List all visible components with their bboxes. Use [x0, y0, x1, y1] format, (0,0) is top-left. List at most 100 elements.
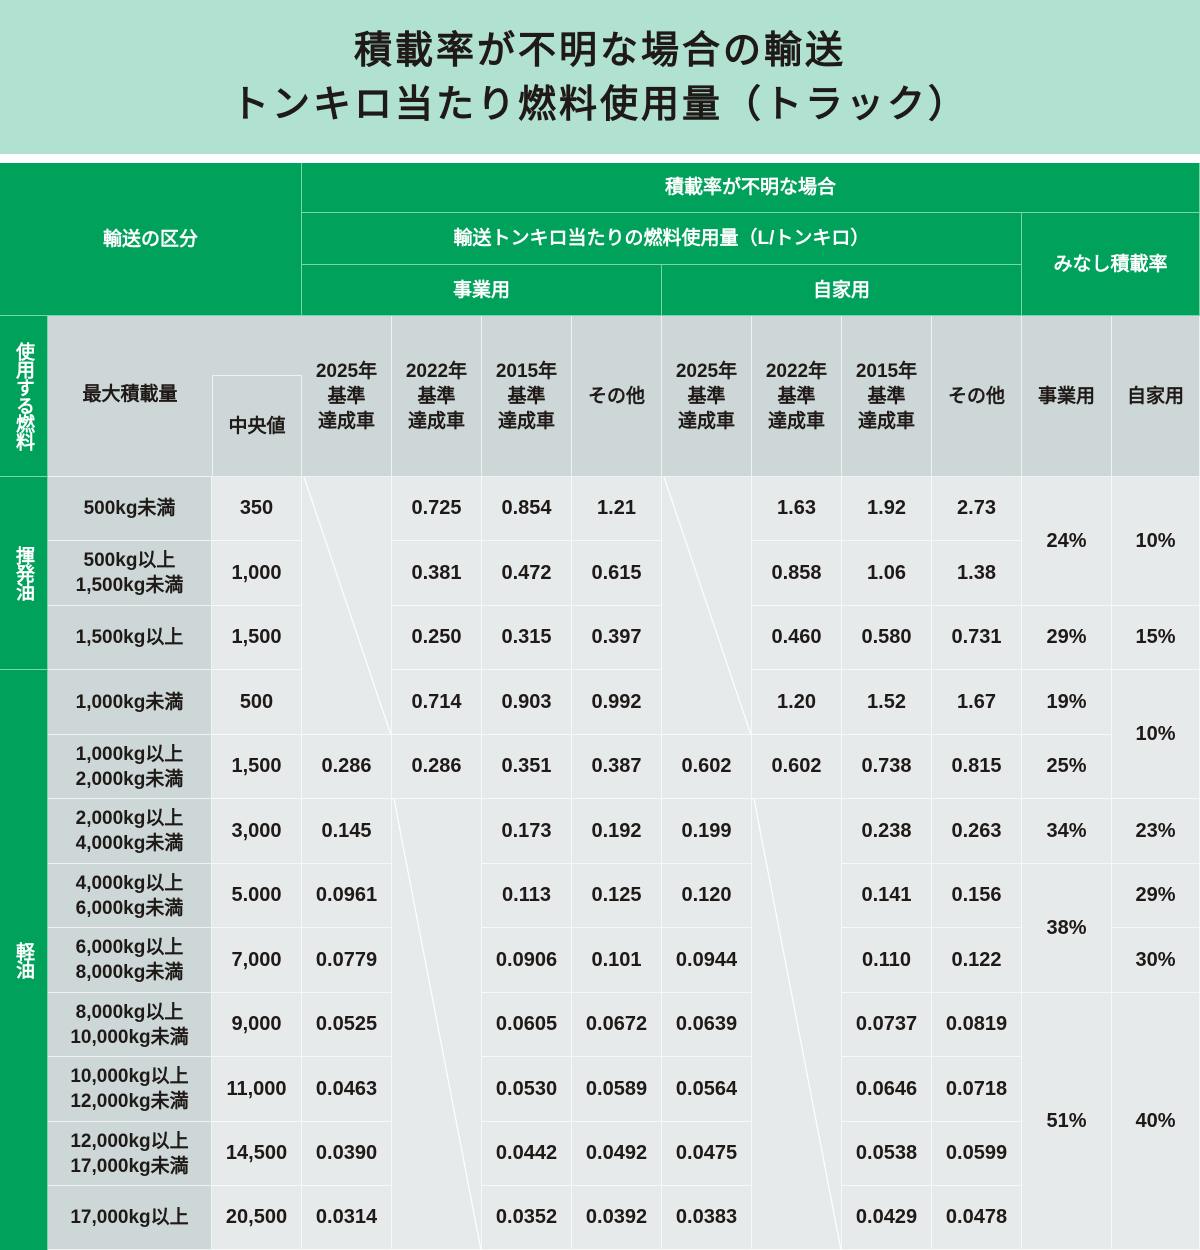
value-private-other: 0.263	[932, 799, 1022, 864]
value-private-other: 0.0718	[932, 1057, 1022, 1122]
value-private-other: 0.0478	[932, 1186, 1022, 1250]
value-private-2022: 0.858	[752, 541, 842, 606]
value-private-2015: 0.0646	[842, 1057, 932, 1122]
load-rate-commercial: 29%	[1022, 606, 1112, 670]
value-commercial-other: 0.615	[572, 541, 662, 606]
value-commercial-other: 0.992	[572, 670, 662, 735]
value-commercial-2022: 0.725	[392, 477, 482, 541]
value-private-2022: 0.602	[752, 735, 842, 799]
value-commercial-2015: 0.351	[482, 735, 572, 799]
value-commercial-2015: 0.903	[482, 670, 572, 735]
value-private-2025: 0.0639	[662, 993, 752, 1057]
na-block-c2022	[392, 799, 482, 1250]
header-rate-commercial: 事業用	[1022, 316, 1112, 477]
load-rate-commercial: 25%	[1022, 735, 1112, 799]
header-commercial: 事業用	[302, 265, 662, 316]
load-rate-private: 40%	[1112, 993, 1200, 1250]
value-private-other: 1.38	[932, 541, 1022, 606]
value-commercial-2015: 0.173	[482, 799, 572, 864]
value-private-2015: 0.0737	[842, 993, 932, 1057]
fuel-gasoline: 揮発油	[0, 477, 48, 670]
value-commercial-2022: 0.381	[392, 541, 482, 606]
value-commercial-other: 0.0492	[572, 1122, 662, 1186]
max-load-cell: 6,000kg以上 8,000kg未満	[48, 928, 212, 993]
load-rate-commercial: 51%	[1022, 993, 1112, 1250]
value-commercial-other: 0.125	[572, 864, 662, 928]
value-commercial-2015: 0.315	[482, 606, 572, 670]
title-line-2: トンキロ当たり燃料使用量（トラック）	[230, 82, 969, 126]
load-rate-private: 15%	[1112, 606, 1200, 670]
header-median: 中央値	[212, 375, 302, 477]
median-cell: 7,000	[212, 928, 302, 993]
max-load-cell: 2,000kg以上 4,000kg未満	[48, 799, 212, 864]
header-unknown-load-rate: 積載率が不明な場合	[302, 163, 1200, 213]
max-load-cell: 1,000kg未満	[48, 670, 212, 735]
value-private-other: 0.0819	[932, 993, 1022, 1057]
value-commercial-2025: 0.0463	[302, 1057, 392, 1122]
value-commercial-2025: 0.0525	[302, 993, 392, 1057]
header-transport-category: 輸送の区分	[0, 163, 302, 316]
value-private-2025: 0.602	[662, 735, 752, 799]
value-private-other: 1.67	[932, 670, 1022, 735]
max-load-cell: 12,000kg以上 17,000kg未満	[48, 1122, 212, 1186]
header-commercial-2022: 2022年 基準 達成車	[392, 316, 482, 477]
value-commercial-2015: 0.113	[482, 864, 572, 928]
value-commercial-2015: 0.0352	[482, 1186, 572, 1250]
value-private-2022: 1.63	[752, 477, 842, 541]
median-cell: 1,000	[212, 541, 302, 606]
header-private-2022: 2022年 基準 達成車	[752, 316, 842, 477]
value-private-2015: 0.0429	[842, 1186, 932, 1250]
header-commercial-2015: 2015年 基準 達成車	[482, 316, 572, 477]
value-private-2025: 0.120	[662, 864, 752, 928]
median-cell: 1,500	[212, 735, 302, 799]
value-commercial-other: 1.21	[572, 477, 662, 541]
max-load-cell: 500kg以上 1,500kg未満	[48, 541, 212, 606]
value-private-2015: 1.06	[842, 541, 932, 606]
value-private-other: 0.731	[932, 606, 1022, 670]
value-private-2025: 0.0944	[662, 928, 752, 993]
value-private-2015: 0.141	[842, 864, 932, 928]
median-cell: 20,500	[212, 1186, 302, 1250]
value-commercial-2015: 0.0906	[482, 928, 572, 993]
value-private-2025: 0.0383	[662, 1186, 752, 1250]
value-private-2015: 0.110	[842, 928, 932, 993]
header-fuel-used: 使用する燃料	[0, 316, 48, 477]
load-rate-commercial: 24%	[1022, 477, 1112, 606]
max-load-cell: 1,500kg以上	[48, 606, 212, 670]
value-private-other: 0.156	[932, 864, 1022, 928]
value-commercial-2022: 0.250	[392, 606, 482, 670]
value-private-2015: 0.738	[842, 735, 932, 799]
value-commercial-other: 0.101	[572, 928, 662, 993]
median-cell: 350	[212, 477, 302, 541]
fuel-diesel: 軽油	[0, 670, 48, 1250]
value-private-2022: 0.460	[752, 606, 842, 670]
title-band: 積載率が不明な場合の輸送 トンキロ当たり燃料使用量（トラック）	[0, 0, 1200, 154]
median-cell: 14,500	[212, 1122, 302, 1186]
value-commercial-2025: 0.286	[302, 735, 392, 799]
median-cell: 1,500	[212, 606, 302, 670]
value-private-other: 0.122	[932, 928, 1022, 993]
header-private-2015: 2015年 基準 達成車	[842, 316, 932, 477]
load-rate-commercial: 34%	[1022, 799, 1112, 864]
header-private-2025: 2025年 基準 達成車	[662, 316, 752, 477]
value-commercial-2025: 0.0314	[302, 1186, 392, 1250]
na-block-p2022	[752, 799, 842, 1250]
value-private-2015: 0.0538	[842, 1122, 932, 1186]
value-private-2025: 0.199	[662, 799, 752, 864]
na-block-c2025	[302, 477, 392, 735]
value-private-2015: 1.52	[842, 670, 932, 735]
load-rate-private: 10%	[1112, 670, 1200, 799]
max-load-cell: 8,000kg以上 10,000kg未満	[48, 993, 212, 1057]
value-private-2015: 0.580	[842, 606, 932, 670]
value-commercial-2022: 0.286	[392, 735, 482, 799]
value-private-other: 2.73	[932, 477, 1022, 541]
max-load-cell: 1,000kg以上 2,000kg未満	[48, 735, 212, 799]
load-rate-commercial: 38%	[1022, 864, 1112, 993]
value-commercial-2015: 0.0530	[482, 1057, 572, 1122]
value-commercial-other: 0.0672	[572, 993, 662, 1057]
header-max-load: 最大積載量	[82, 384, 178, 405]
value-commercial-2025: 0.0961	[302, 864, 392, 928]
title-line-1: 積載率が不明な場合の輸送	[353, 28, 846, 72]
na-block-p2025	[662, 477, 752, 735]
value-private-2025: 0.0475	[662, 1122, 752, 1186]
